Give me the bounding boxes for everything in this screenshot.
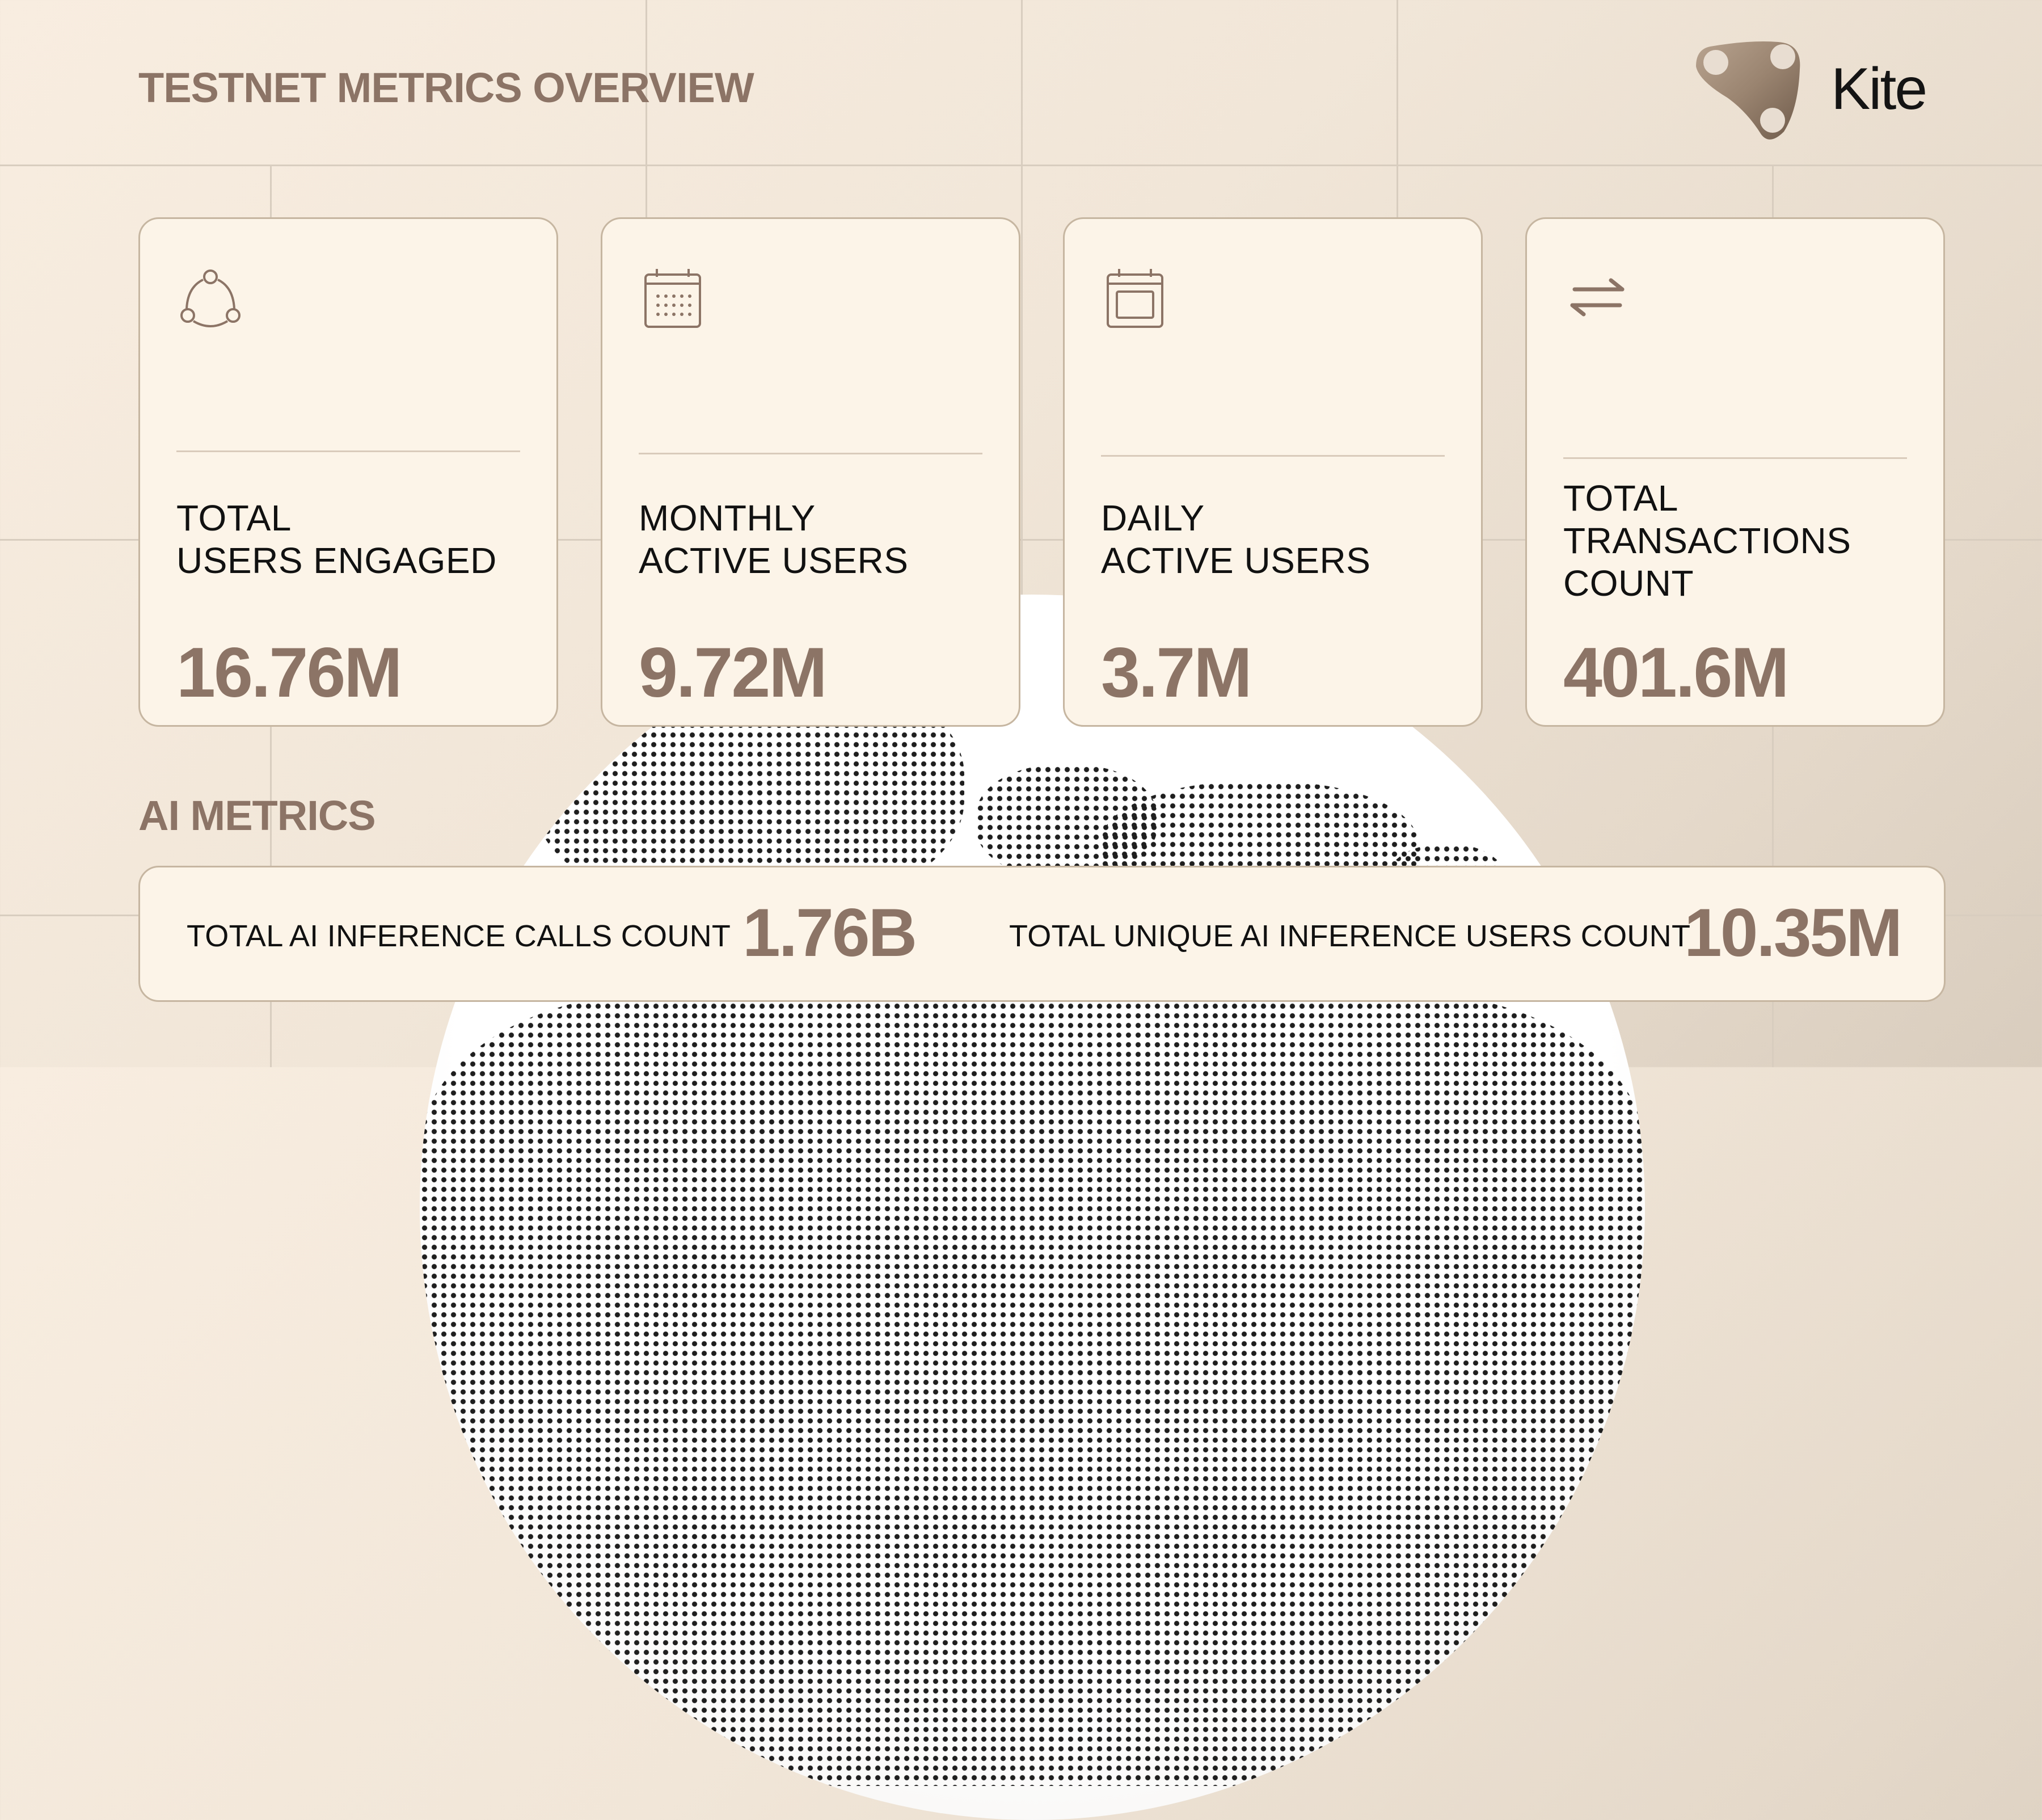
dotted-globe-image [420, 595, 1645, 1820]
ai-metrics-title: AI METRICS [138, 792, 376, 839]
transfer-arrows-icon [1570, 278, 1625, 317]
label-line: TRANSACTIONS [1563, 520, 1851, 561]
label-line: TOTAL [1563, 478, 1678, 519]
ai-metrics-panel: TOTAL AI INFERENCE CALLS COUNT 1.76B TOT… [138, 866, 1946, 1002]
globe-landmass [420, 992, 1645, 1786]
label-line: TOTAL [176, 498, 292, 538]
ai-unique-users-value: 10.35M [1684, 895, 1902, 971]
card-divider [639, 453, 982, 454]
calendar-day-icon [1107, 269, 1163, 328]
calendar-month-icon [644, 269, 701, 328]
grid-line [1021, 0, 1023, 681]
metric-value: 9.72M [639, 634, 828, 712]
metric-value: 401.6M [1563, 634, 1790, 712]
card-divider [176, 450, 520, 452]
label-line: MONTHLY [639, 498, 816, 538]
grid-line [1397, 0, 1398, 217]
card-divider [1563, 457, 1907, 459]
metric-card-total-transactions: TOTAL TRANSACTIONS COUNT 401.6M [1525, 217, 1945, 727]
grid-line [645, 0, 647, 217]
ai-inference-calls-value: 1.76B [742, 895, 917, 971]
kite-logo-icon [1696, 41, 1800, 140]
metric-label: MONTHLY ACTIVE USERS [639, 497, 996, 582]
metric-label: DAILY ACTIVE USERS [1101, 497, 1458, 582]
metric-card-monthly-active-users: MONTHLY ACTIVE USERS 9.72M [601, 217, 1020, 727]
brand-name: Kite [1831, 56, 1927, 122]
metric-label: TOTAL TRANSACTIONS COUNT [1563, 477, 1921, 605]
label-line: ACTIVE USERS [1101, 540, 1371, 581]
ai-inference-calls-label: TOTAL AI INFERENCE CALLS COUNT [187, 919, 731, 953]
card-divider [1101, 455, 1445, 457]
metric-value: 3.7M [1101, 634, 1252, 712]
label-line: DAILY [1101, 498, 1205, 538]
metric-card-total-users: TOTAL USERS ENGAGED 16.76M [138, 217, 558, 727]
ai-unique-users-label: TOTAL UNIQUE AI INFERENCE USERS COUNT [1009, 919, 1691, 953]
label-line: COUNT [1563, 563, 1694, 604]
metric-label: TOTAL USERS ENGAGED [176, 497, 534, 582]
metric-card-daily-active-users: DAILY ACTIVE USERS 3.7M [1063, 217, 1483, 727]
label-line: USERS ENGAGED [176, 540, 497, 581]
page-title: TESTNET METRICS OVERVIEW [138, 64, 754, 111]
label-line: ACTIVE USERS [639, 540, 909, 581]
metric-value: 16.76M [176, 634, 403, 712]
users-network-icon [180, 269, 241, 327]
